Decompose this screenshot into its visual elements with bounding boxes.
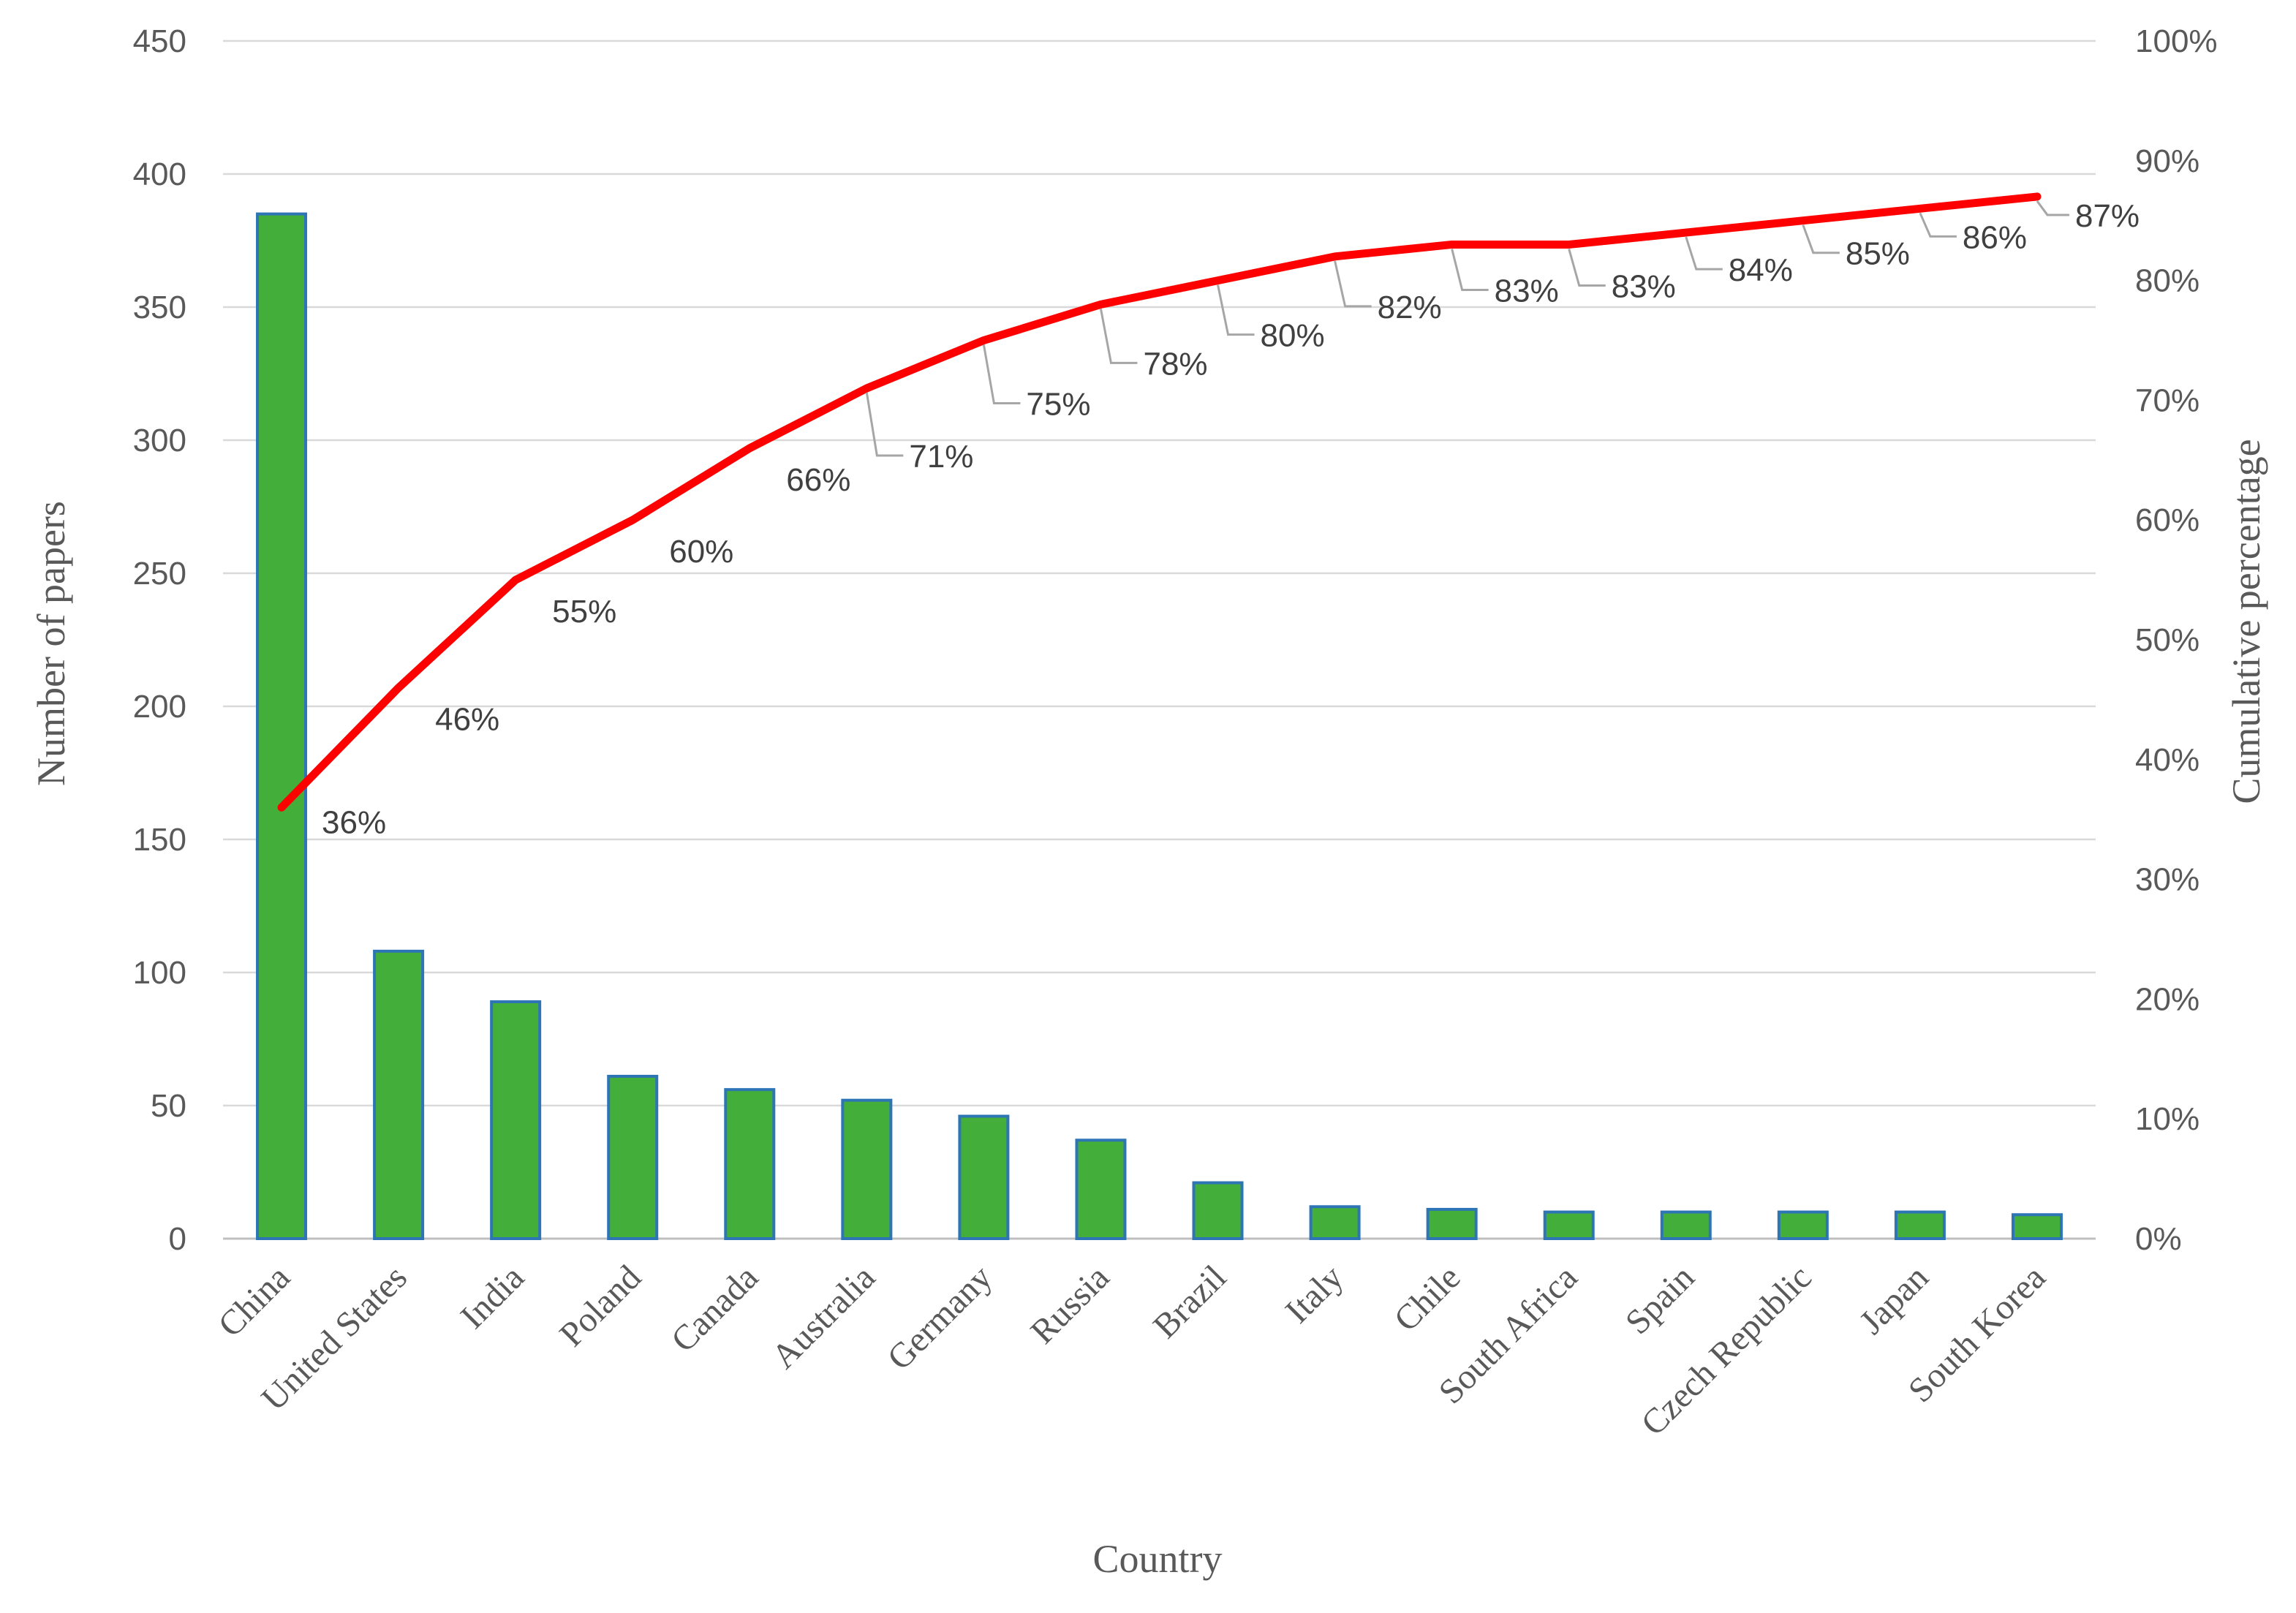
data-label: 85% bbox=[1846, 236, 1910, 272]
bar bbox=[1894, 1210, 1946, 1240]
data-label: 82% bbox=[1378, 290, 1442, 325]
data-label: 80% bbox=[1261, 318, 1325, 354]
data-label-leader bbox=[1919, 212, 1957, 238]
bar bbox=[490, 1000, 542, 1241]
y-tick-label: 100 bbox=[133, 955, 186, 991]
x-tick-label: Canada bbox=[664, 1258, 766, 1359]
data-label-leader bbox=[2036, 200, 2069, 216]
data-label: 83% bbox=[1612, 268, 1676, 304]
bar bbox=[2011, 1213, 2063, 1240]
cumulative-line-group bbox=[277, 192, 2042, 812]
bar bbox=[607, 1074, 659, 1240]
x-tick-label: Poland bbox=[552, 1258, 649, 1354]
y-tick-label: 250 bbox=[133, 556, 186, 592]
y2-tick-label: 10% bbox=[2135, 1101, 2199, 1137]
y2-tick-label: 50% bbox=[2135, 622, 2199, 658]
data-label: 60% bbox=[669, 534, 733, 570]
data-label-leader bbox=[1334, 260, 1372, 308]
x-tick-label: Japan bbox=[1852, 1258, 1936, 1342]
x-tick-label: Russia bbox=[1023, 1258, 1117, 1351]
data-label: 71% bbox=[909, 439, 973, 475]
bar bbox=[1660, 1210, 1712, 1240]
x-tick-label: Spain bbox=[1618, 1258, 1702, 1342]
x-tick-label: Brazil bbox=[1146, 1258, 1234, 1345]
x-axis-title: Country bbox=[1092, 1537, 1222, 1581]
bar bbox=[1777, 1210, 1829, 1240]
bar bbox=[1309, 1205, 1361, 1240]
y2-tick-label: 40% bbox=[2135, 742, 2199, 778]
y-axis-title-left: Number of papers bbox=[29, 501, 73, 786]
data-label: 66% bbox=[786, 462, 850, 498]
y-tick-label: 150 bbox=[133, 822, 186, 858]
bar bbox=[958, 1114, 1010, 1241]
x-tick-label: Australia bbox=[764, 1258, 883, 1376]
y2-tick-label: 0% bbox=[2135, 1221, 2182, 1257]
x-tick-label: Germany bbox=[880, 1258, 1000, 1378]
bar bbox=[841, 1098, 893, 1240]
data-label: 84% bbox=[1729, 252, 1793, 288]
data-labels: 36% 46% 55% 60% 66% 71% 75% 78% 80% 82% 83% 83% 84% 8… bbox=[322, 198, 2140, 840]
cumulative-line bbox=[277, 192, 2042, 812]
bar bbox=[724, 1088, 776, 1241]
y2-tick-label: 30% bbox=[2135, 862, 2199, 898]
y-tick-label: 50 bbox=[151, 1088, 186, 1124]
x-tick-label: China bbox=[211, 1258, 298, 1345]
y-tick-label: 200 bbox=[133, 689, 186, 725]
data-label-leader bbox=[1802, 224, 1840, 254]
data-label-leaders bbox=[865, 200, 2069, 457]
y-axis-ticks-right: 0% 10% 20% 30% 40% 50% 60% 70% 80% 90% 100% bbox=[2135, 23, 2218, 1257]
bar bbox=[1543, 1210, 1595, 1240]
bar bbox=[373, 949, 425, 1240]
data-label-leader bbox=[865, 392, 904, 457]
y-tick-label: 0 bbox=[169, 1221, 186, 1257]
y-tick-label: 300 bbox=[133, 423, 186, 458]
x-tick-label: India bbox=[453, 1258, 532, 1336]
data-label: 75% bbox=[1026, 387, 1090, 423]
y-tick-label: 450 bbox=[133, 23, 186, 59]
data-label: 55% bbox=[552, 594, 616, 630]
y-axis-ticks-left: 0 50 100 150 200 250 300 350 400 450 bbox=[133, 23, 186, 1257]
bars bbox=[256, 212, 2063, 1241]
y2-tick-label: 20% bbox=[2135, 981, 2199, 1017]
y2-tick-label: 90% bbox=[2135, 143, 2199, 179]
y2-tick-label: 70% bbox=[2135, 382, 2199, 418]
data-label: 87% bbox=[2075, 198, 2140, 234]
data-label-leader bbox=[1451, 249, 1489, 291]
data-label-leader bbox=[1685, 236, 1723, 271]
data-label: 36% bbox=[322, 804, 386, 840]
bar bbox=[256, 212, 308, 1241]
y-tick-label: 400 bbox=[133, 156, 186, 192]
data-label-leader bbox=[982, 344, 1021, 404]
x-tick-label: Italy bbox=[1278, 1258, 1351, 1331]
y-axis-title-right: Cumulative percentage bbox=[2224, 439, 2268, 804]
bar bbox=[1075, 1138, 1127, 1240]
y-tick-label: 350 bbox=[133, 290, 186, 325]
data-label: 86% bbox=[1963, 219, 2027, 255]
data-label-leader bbox=[1568, 249, 1606, 287]
bar bbox=[1426, 1207, 1478, 1240]
y2-tick-label: 80% bbox=[2135, 263, 2199, 299]
data-label-leader bbox=[1217, 284, 1255, 336]
x-tick-label: Chile bbox=[1386, 1258, 1468, 1339]
data-label-leader bbox=[1099, 309, 1138, 364]
data-label: 83% bbox=[1495, 273, 1559, 309]
data-label: 46% bbox=[435, 702, 499, 738]
y2-tick-label: 60% bbox=[2135, 502, 2199, 538]
bar bbox=[1192, 1181, 1244, 1241]
y2-tick-label: 100% bbox=[2135, 23, 2218, 59]
data-label: 78% bbox=[1143, 346, 1207, 382]
